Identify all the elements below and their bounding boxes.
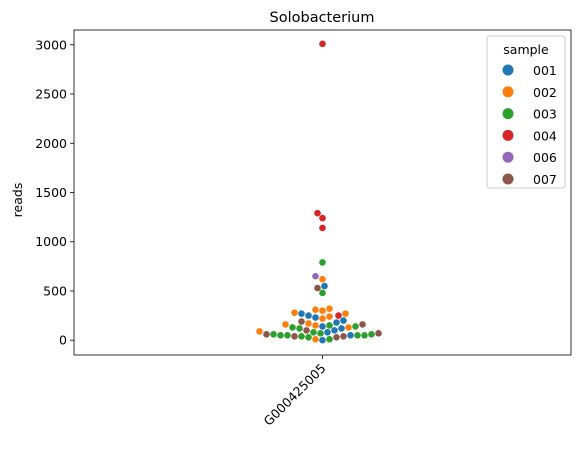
legend-label-004: 004 — [533, 128, 557, 143]
point-sample-003 — [284, 332, 291, 339]
point-sample-002 — [312, 306, 319, 313]
legend-marker-007 — [502, 173, 514, 185]
point-sample-003 — [354, 332, 361, 339]
point-sample-003 — [296, 325, 303, 332]
y-tick-label: 1000 — [35, 234, 67, 249]
point-sample-001 — [298, 310, 305, 317]
y-tick-label: 2000 — [35, 136, 67, 151]
point-sample-007 — [333, 333, 340, 341]
point-sample-007 — [314, 284, 321, 292]
point-sample-002 — [319, 307, 326, 314]
point-sample-001 — [338, 325, 345, 332]
point-sample-003 — [298, 332, 305, 340]
legend-marker-004 — [502, 129, 514, 141]
legend-label-003: 003 — [533, 107, 557, 122]
point-sample-001 — [319, 336, 326, 344]
legend-title: sample — [503, 42, 549, 57]
y-tick-label: 0 — [59, 333, 67, 348]
point-sample-002 — [345, 324, 352, 331]
point-sample-003 — [326, 335, 333, 343]
data-points — [256, 40, 382, 344]
point-sample-002 — [319, 275, 326, 283]
point-sample-001 — [340, 317, 347, 324]
y-axis: 0 500 1000 1500 2000 2500 3000 — [35, 37, 74, 348]
point-sample-002 — [342, 310, 349, 317]
x-tick-label: G000425005 — [261, 361, 329, 429]
point-sample-002 — [312, 335, 319, 343]
point-sample-003 — [270, 331, 277, 338]
legend[interactable]: sample 001 002 003 004 006 007 — [486, 35, 566, 189]
point-sample-004 — [319, 224, 326, 232]
point-sample-003 — [317, 330, 324, 337]
point-sample-001 — [347, 332, 354, 339]
point-sample-001 — [319, 323, 326, 330]
legend-label-006: 006 — [533, 150, 557, 165]
point-sample-007 — [298, 318, 305, 325]
point-sample-001 — [331, 327, 338, 334]
point-sample-003 — [352, 323, 359, 330]
legend-marker-003 — [502, 108, 514, 120]
y-tick-label: 2500 — [35, 87, 67, 102]
point-sample-004 — [335, 312, 342, 319]
point-sample-007 — [263, 331, 270, 338]
point-sample-003 — [310, 329, 317, 336]
point-sample-002 — [312, 322, 319, 329]
point-sample-003 — [319, 289, 326, 297]
y-axis-label: reads — [10, 183, 25, 218]
y-tick-label: 500 — [43, 283, 67, 298]
point-sample-004 — [314, 209, 321, 217]
y-tick-label: 3000 — [35, 37, 67, 52]
point-sample-003 — [277, 332, 284, 339]
y-tick-label: 1500 — [35, 185, 67, 200]
point-sample-002 — [326, 305, 333, 313]
legend-label-001: 001 — [533, 63, 557, 78]
point-sample-003 — [289, 324, 296, 331]
legend-label-002: 002 — [533, 85, 557, 100]
point-sample-001 — [321, 282, 328, 290]
chart-title: Solobacterium — [270, 10, 375, 26]
point-sample-007 — [291, 332, 298, 340]
legend-marker-002 — [502, 86, 514, 98]
point-sample-007 — [375, 330, 382, 337]
point-sample-006 — [312, 272, 319, 280]
point-sample-002 — [282, 321, 289, 328]
point-sample-003 — [305, 333, 312, 341]
point-sample-003 — [326, 322, 333, 329]
point-sample-001 — [324, 329, 331, 336]
point-sample-003 — [319, 259, 326, 266]
point-sample-007 — [303, 327, 310, 334]
point-sample-003 — [361, 332, 368, 339]
point-sample-004 — [319, 40, 326, 48]
point-sample-007 — [340, 332, 347, 340]
x-axis: G000425005 — [261, 355, 329, 429]
point-sample-001 — [333, 319, 340, 326]
point-sample-004 — [319, 214, 326, 222]
point-sample-002 — [326, 313, 333, 320]
legend-marker-006 — [502, 151, 514, 163]
point-sample-003 — [368, 331, 375, 338]
legend-marker-001 — [502, 64, 514, 76]
point-sample-001 — [312, 314, 319, 321]
point-sample-007 — [359, 321, 366, 328]
point-sample-002 — [305, 320, 312, 327]
point-sample-002 — [256, 328, 263, 335]
point-sample-002 — [319, 315, 326, 322]
point-sample-001 — [305, 312, 312, 319]
legend-label-007: 007 — [533, 172, 557, 187]
point-sample-002 — [291, 309, 298, 316]
